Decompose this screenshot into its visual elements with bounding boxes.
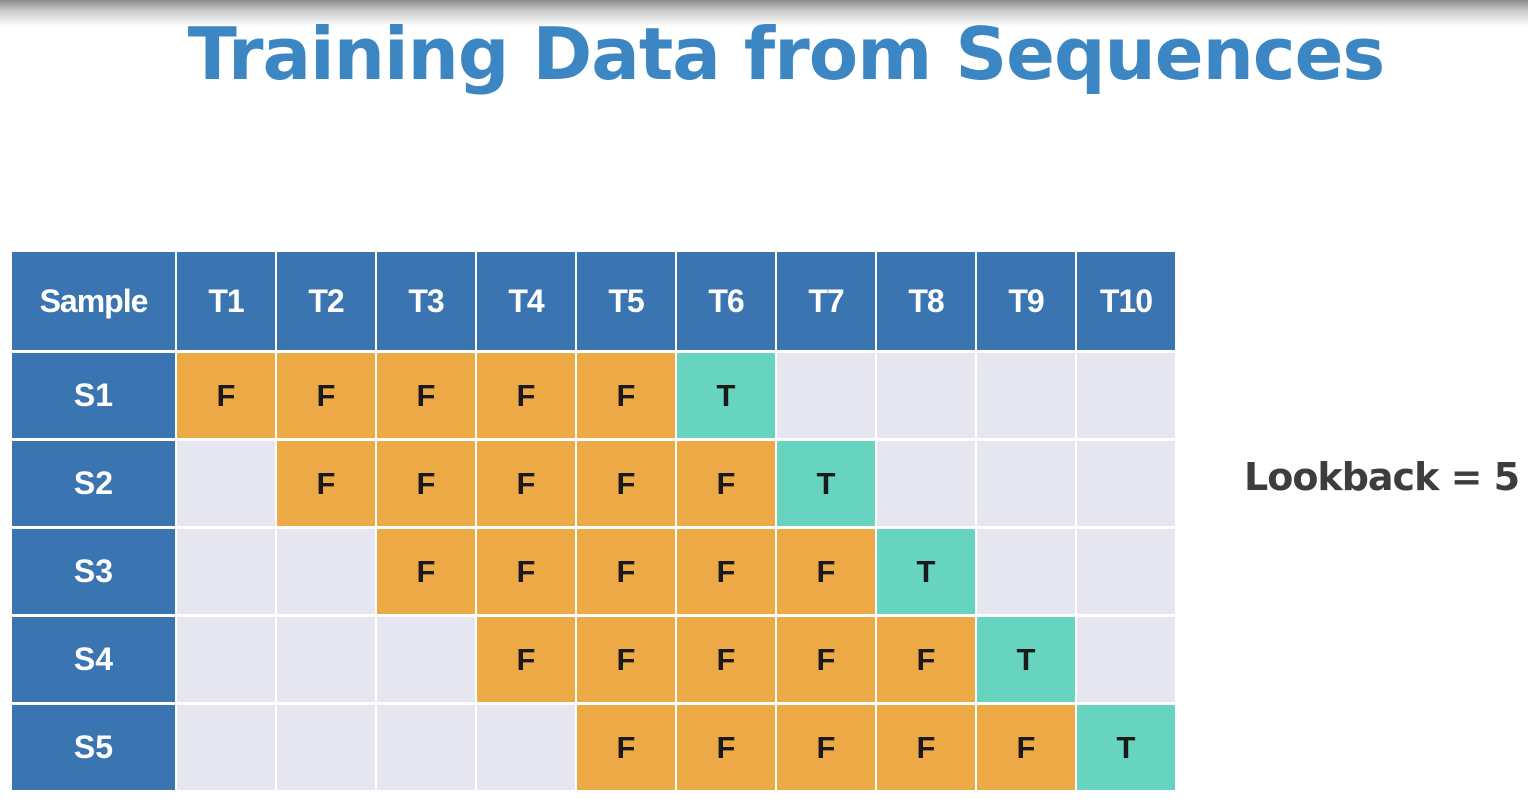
row-header-s5: S5 <box>12 705 175 790</box>
empty-cell-s3-t9 <box>977 529 1075 614</box>
feature-cell-s1-t3: F <box>377 353 475 438</box>
empty-cell-s5-t1 <box>177 705 275 790</box>
empty-cell-s1-t8 <box>877 353 975 438</box>
empty-cell-s4-t2 <box>277 617 375 702</box>
empty-cell-s4-t1 <box>177 617 275 702</box>
empty-cell-s2-t1 <box>177 441 275 526</box>
feature-cell-s2-t2: F <box>277 441 375 526</box>
target-cell-s4-t9: T <box>977 617 1075 702</box>
row-header-s4: S4 <box>12 617 175 702</box>
column-header-t2: T2 <box>277 252 375 350</box>
feature-cell-s2-t4: F <box>477 441 575 526</box>
feature-cell-s5-t6: F <box>677 705 775 790</box>
feature-cell-s4-t8: F <box>877 617 975 702</box>
page-title: Training Data from Sequences <box>187 12 1386 96</box>
target-cell-s2-t7: T <box>777 441 875 526</box>
empty-cell-s3-t1 <box>177 529 275 614</box>
header-sample: Sample <box>12 252 175 350</box>
target-cell-s3-t8: T <box>877 529 975 614</box>
empty-cell-s2-t8 <box>877 441 975 526</box>
column-header-t5: T5 <box>577 252 675 350</box>
lookback-label: Lookback = 5 <box>1244 455 1520 499</box>
top-shade <box>0 0 1528 26</box>
column-header-t10: T10 <box>1077 252 1175 350</box>
feature-cell-s3-t5: F <box>577 529 675 614</box>
empty-cell-s2-t10 <box>1077 441 1175 526</box>
column-header-t4: T4 <box>477 252 575 350</box>
feature-cell-s3-t6: F <box>677 529 775 614</box>
empty-cell-s5-t3 <box>377 705 475 790</box>
feature-cell-s1-t4: F <box>477 353 575 438</box>
row-header-s2: S2 <box>12 441 175 526</box>
empty-cell-s3-t10 <box>1077 529 1175 614</box>
empty-cell-s5-t4 <box>477 705 575 790</box>
empty-cell-s5-t2 <box>277 705 375 790</box>
feature-cell-s3-t3: F <box>377 529 475 614</box>
feature-cell-s4-t4: F <box>477 617 575 702</box>
empty-cell-s1-t10 <box>1077 353 1175 438</box>
target-cell-s1-t6: T <box>677 353 775 438</box>
target-cell-s5-t10: T <box>1077 705 1175 790</box>
empty-cell-s1-t9 <box>977 353 1075 438</box>
column-header-t8: T8 <box>877 252 975 350</box>
column-header-t1: T1 <box>177 252 275 350</box>
feature-cell-s5-t8: F <box>877 705 975 790</box>
column-header-t9: T9 <box>977 252 1075 350</box>
feature-cell-s2-t6: F <box>677 441 775 526</box>
column-header-t3: T3 <box>377 252 475 350</box>
feature-cell-s4-t7: F <box>777 617 875 702</box>
empty-cell-s4-t3 <box>377 617 475 702</box>
feature-cell-s5-t5: F <box>577 705 675 790</box>
feature-cell-s1-t2: F <box>277 353 375 438</box>
feature-cell-s2-t5: F <box>577 441 675 526</box>
column-header-t6: T6 <box>677 252 775 350</box>
column-header-t7: T7 <box>777 252 875 350</box>
empty-cell-s2-t9 <box>977 441 1075 526</box>
feature-cell-s2-t3: F <box>377 441 475 526</box>
feature-cell-s5-t7: F <box>777 705 875 790</box>
feature-cell-s3-t7: F <box>777 529 875 614</box>
feature-cell-s1-t1: F <box>177 353 275 438</box>
empty-cell-s1-t7 <box>777 353 875 438</box>
row-header-s1: S1 <box>12 353 175 438</box>
feature-cell-s3-t4: F <box>477 529 575 614</box>
row-header-s3: S3 <box>12 529 175 614</box>
empty-cell-s3-t2 <box>277 529 375 614</box>
feature-cell-s4-t6: F <box>677 617 775 702</box>
feature-cell-s4-t5: F <box>577 617 675 702</box>
empty-cell-s4-t10 <box>1077 617 1175 702</box>
feature-cell-s1-t5: F <box>577 353 675 438</box>
sequence-table: Sample T1 T2 T3 T4 T5 T6 T7 T8 T9 T10 S1 F F F F F T S2 F F F… <box>12 252 1175 790</box>
feature-cell-s5-t9: F <box>977 705 1075 790</box>
